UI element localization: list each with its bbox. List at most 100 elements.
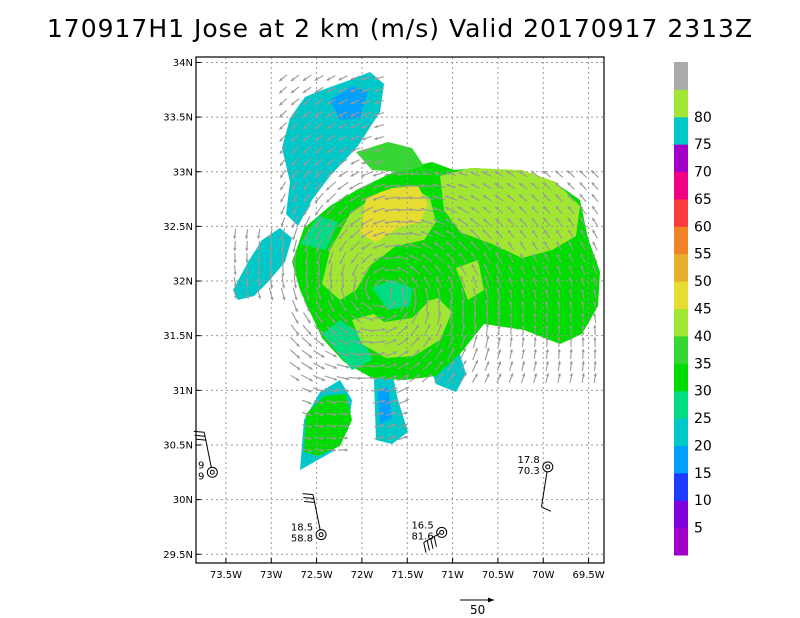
wind-barb-staff (203, 432, 212, 468)
wind-vector-head (580, 289, 585, 293)
wind-vector-head (315, 186, 319, 190)
station-circle (542, 461, 554, 473)
wind-vector-head (384, 196, 388, 201)
wind-vector-head (568, 217, 572, 222)
wind-vector-head (326, 113, 331, 117)
wind-vector-head (279, 89, 283, 94)
wind-vector-head (326, 199, 330, 203)
wind-vector-head (338, 161, 343, 165)
wind-vector-head (579, 182, 583, 186)
wind-vector-head (483, 218, 487, 222)
wind-vector-head (569, 373, 574, 377)
wind-vector-head (320, 412, 324, 417)
wind-vector-head (314, 125, 319, 129)
wind-vector-head (326, 125, 331, 129)
y-tick-label: 30N (173, 495, 193, 506)
wind-vector-head (306, 308, 310, 312)
wind-vector-head (362, 149, 366, 153)
wind-vector-head (396, 220, 400, 224)
wind-vector-head (351, 259, 355, 264)
wind-vector-head (544, 229, 548, 234)
wind-vector-head (308, 354, 313, 358)
wind-vector-head (302, 89, 307, 93)
wind-vector-head (567, 194, 572, 198)
wind-vector-head (483, 206, 487, 211)
wind-vector-head (543, 170, 547, 175)
wind-vector-head (556, 265, 560, 269)
wind-vector-head (291, 113, 295, 118)
wind-vector-head (389, 287, 393, 291)
wind-barb (303, 497, 314, 500)
wind-vector-head (555, 206, 560, 210)
wind-vector-head (448, 275, 452, 280)
wind-vector-head (420, 195, 424, 200)
wind-vector-head (482, 171, 487, 175)
wind-vector-head (308, 448, 312, 453)
wind-vector-head (374, 283, 378, 287)
wind-vector-head (321, 366, 325, 370)
wind-vector-head (484, 275, 488, 280)
wind-vector-head (294, 296, 298, 301)
wind-vector-head (320, 342, 325, 347)
colorbar-label: 25 (694, 411, 712, 427)
wind-vector-head (333, 354, 337, 358)
wind-vector-head (396, 243, 400, 248)
wind-vector-head (316, 248, 320, 253)
wind-vector-head (420, 183, 424, 188)
wind-vector-head (338, 113, 343, 117)
wind-vector-head (486, 335, 490, 339)
wind-vector-head (358, 364, 362, 369)
wind-vector-head (372, 173, 377, 177)
wind-vector-head (507, 206, 511, 210)
wind-vector-head (344, 424, 348, 428)
wind-vector-head (557, 325, 561, 329)
wind-vector-head (533, 313, 537, 317)
wind-vector-head (374, 88, 378, 93)
wind-vector-head (350, 77, 354, 81)
wind-vector-head (321, 389, 326, 393)
wind-vector-head (510, 373, 514, 377)
wind-vector-head (361, 197, 365, 201)
wind-vector-head (279, 150, 284, 154)
wind-vector-head (445, 230, 450, 234)
wind-vector-head (428, 373, 432, 378)
wind-vector-head (380, 411, 384, 416)
wind-vector-head (544, 241, 548, 246)
station-value-bottom: 58.8 (291, 534, 313, 545)
wind-vector-head (362, 125, 366, 129)
wind-vector-head (425, 299, 429, 303)
wind-vector-head (370, 376, 374, 380)
wind-vector-head (497, 337, 501, 341)
wind-vector-head (384, 220, 388, 225)
wind-vector-head (327, 173, 331, 178)
wind-vector-head (580, 205, 584, 210)
wind-vector-head (593, 313, 597, 317)
wind-vector-head (482, 229, 486, 233)
wind-vector-head (292, 198, 296, 203)
colorbar-label: 35 (694, 356, 712, 372)
wind-vector-head (471, 252, 475, 257)
wind-vector-head (393, 363, 398, 367)
wind-vector-head (320, 400, 324, 405)
wind-vector-head (362, 259, 366, 263)
wind-vector-head (531, 194, 535, 198)
wind-vector-head (520, 253, 524, 258)
wind-vector-head (409, 254, 413, 258)
wind-vector-head (509, 301, 513, 305)
lat-lon-grid (196, 57, 604, 563)
wind-vector-head (400, 287, 405, 291)
wind-vector-head (486, 373, 490, 378)
wind-vector-head (427, 324, 431, 328)
wind-vector-head (483, 264, 487, 268)
wind-vector-head (593, 361, 597, 365)
wind-vector-head (317, 285, 321, 289)
wind-vector-head (434, 253, 438, 257)
wind-vector-head (315, 236, 319, 240)
wind-vector-head (592, 289, 597, 293)
wind-vector-head (470, 183, 475, 187)
wind-vector-head (569, 301, 573, 305)
wind-vector-head (374, 112, 378, 117)
wind-vector-head (326, 186, 330, 191)
wind-vector-head (326, 77, 331, 81)
wind-vector-head (556, 253, 560, 257)
